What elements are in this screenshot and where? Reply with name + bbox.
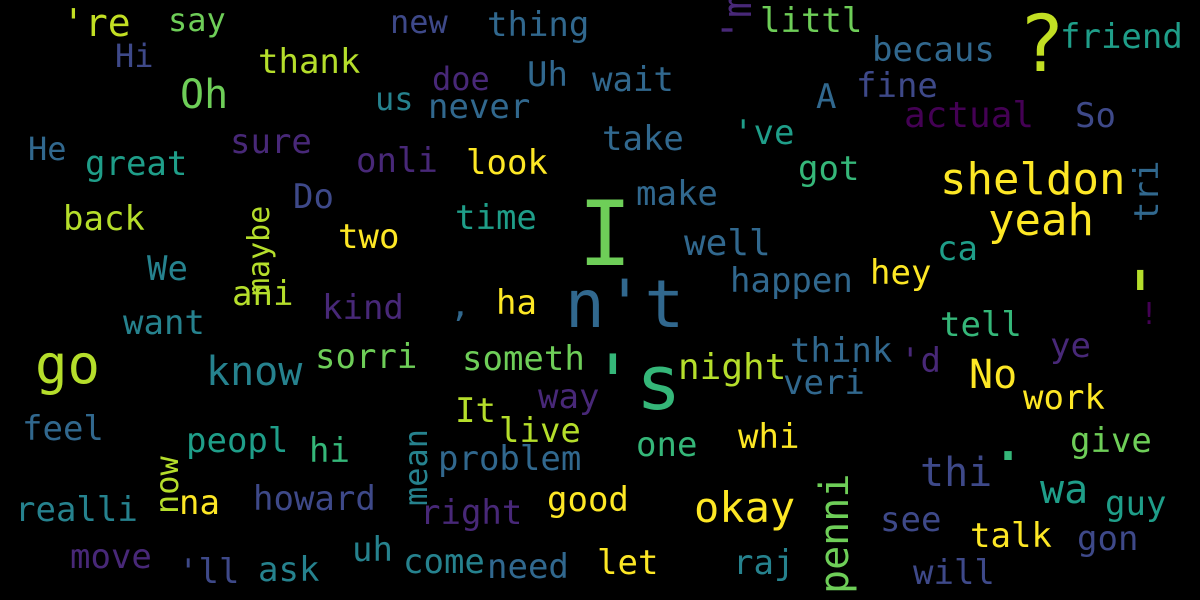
word-never: never bbox=[428, 87, 531, 127]
word-say: say bbox=[168, 1, 226, 39]
word-thi: thi bbox=[920, 450, 993, 496]
word-tri: tri bbox=[1127, 160, 1167, 223]
word-he: He bbox=[28, 130, 67, 168]
word-good: good bbox=[547, 480, 629, 520]
word-way: way bbox=[538, 377, 600, 417]
word-feel: feel bbox=[22, 409, 104, 449]
word-let: let bbox=[597, 543, 659, 583]
word-time: time bbox=[455, 198, 537, 238]
word-fine: fine bbox=[856, 66, 938, 106]
word-hi: Hi bbox=[115, 37, 154, 75]
word-guy: guy bbox=[1105, 484, 1167, 524]
word-m: 'm bbox=[715, 0, 761, 42]
word-talk: talk bbox=[970, 516, 1052, 556]
word-will: will bbox=[913, 553, 995, 593]
word-gon: gon bbox=[1077, 519, 1139, 559]
word-ye: ye bbox=[1050, 326, 1091, 366]
word-sure: sure bbox=[230, 122, 312, 162]
word-well: well bbox=[684, 223, 771, 264]
word-re: 're bbox=[62, 1, 131, 45]
word-move: move bbox=[70, 537, 152, 577]
word-littl: littl bbox=[760, 1, 863, 41]
word-punct: ! bbox=[1140, 297, 1159, 332]
word-we: We bbox=[147, 249, 188, 289]
word-realli: realli bbox=[15, 490, 138, 530]
word-think: think bbox=[790, 331, 893, 371]
word-hey: hey bbox=[870, 253, 932, 293]
word-na: na bbox=[179, 483, 220, 523]
word-ani: ani bbox=[232, 274, 294, 314]
word-a: A bbox=[816, 77, 837, 117]
word-sheldon: sheldon bbox=[940, 154, 1126, 205]
word-work: work bbox=[1023, 378, 1105, 418]
word-one: one bbox=[636, 425, 698, 465]
word-howard: howard bbox=[253, 479, 376, 519]
word-i: I bbox=[578, 182, 633, 287]
word-come: come bbox=[403, 542, 485, 582]
word-give: give bbox=[1070, 421, 1152, 461]
word-look: look bbox=[466, 143, 548, 183]
word-punct: ' bbox=[1118, 256, 1163, 342]
word-yeah: yeah bbox=[988, 195, 1094, 246]
word-penni: penni bbox=[812, 473, 858, 594]
word-got: got bbox=[798, 149, 860, 189]
word-n-t: n't bbox=[565, 266, 685, 343]
word-ve: 've bbox=[733, 113, 795, 153]
word-right: right bbox=[420, 493, 523, 533]
word-punct: , bbox=[450, 285, 471, 325]
word-back: back bbox=[63, 199, 145, 239]
word-go: go bbox=[35, 333, 101, 396]
word-wa: wa bbox=[1040, 467, 1089, 513]
word-want: want bbox=[123, 303, 205, 343]
word-do: Do bbox=[293, 177, 334, 217]
word-problem: problem bbox=[438, 439, 582, 479]
word-know: know bbox=[206, 349, 303, 395]
word-make: make bbox=[636, 174, 718, 214]
word-ask: ask bbox=[258, 550, 320, 590]
word-so: So bbox=[1075, 96, 1116, 136]
word-s: 's bbox=[590, 338, 682, 427]
word-need: need bbox=[487, 547, 569, 587]
word-doe: doe bbox=[432, 60, 490, 98]
word-punct: . bbox=[990, 405, 1027, 475]
word-kind: kind bbox=[322, 288, 404, 328]
word-new: new bbox=[390, 3, 448, 41]
word-onli: onli bbox=[356, 141, 438, 181]
word-take: take bbox=[602, 119, 684, 159]
word-friend: friend bbox=[1060, 17, 1183, 57]
word-oh: Oh bbox=[180, 72, 229, 118]
word-great: great bbox=[85, 144, 188, 184]
word-ha: ha bbox=[496, 283, 537, 323]
word-it: It bbox=[455, 391, 496, 431]
word-d: 'd bbox=[900, 341, 941, 381]
word-sorri: sorri bbox=[315, 337, 418, 377]
word-uh: Uh bbox=[527, 55, 568, 95]
word-wait: wait bbox=[592, 60, 674, 100]
word-happen: happen bbox=[730, 261, 853, 301]
word-veri: veri bbox=[783, 363, 865, 403]
word-two: two bbox=[338, 217, 400, 257]
word-ca: ca bbox=[937, 229, 978, 269]
word-thank: thank bbox=[258, 42, 361, 82]
word-tell: tell bbox=[940, 305, 1022, 345]
word-no: No bbox=[969, 352, 1018, 398]
word-someth: someth bbox=[462, 339, 585, 379]
word-thing: thing bbox=[487, 5, 590, 45]
word-live: live bbox=[499, 411, 581, 451]
word-actual: actual bbox=[904, 95, 1035, 136]
word-us: us bbox=[375, 80, 414, 118]
word-see: see bbox=[880, 500, 942, 540]
word-hi: hi bbox=[309, 431, 350, 471]
word-uh: uh bbox=[352, 530, 393, 570]
word-night: night bbox=[678, 347, 787, 388]
word-becaus: becaus bbox=[872, 30, 995, 70]
word-raj: raj bbox=[733, 543, 795, 583]
word-okay: okay bbox=[694, 483, 796, 532]
word-punct: ? bbox=[1018, 0, 1065, 90]
word-peopl: peopl bbox=[186, 421, 289, 461]
word-whi: whi bbox=[738, 417, 800, 457]
word-ll: 'll bbox=[178, 552, 240, 592]
